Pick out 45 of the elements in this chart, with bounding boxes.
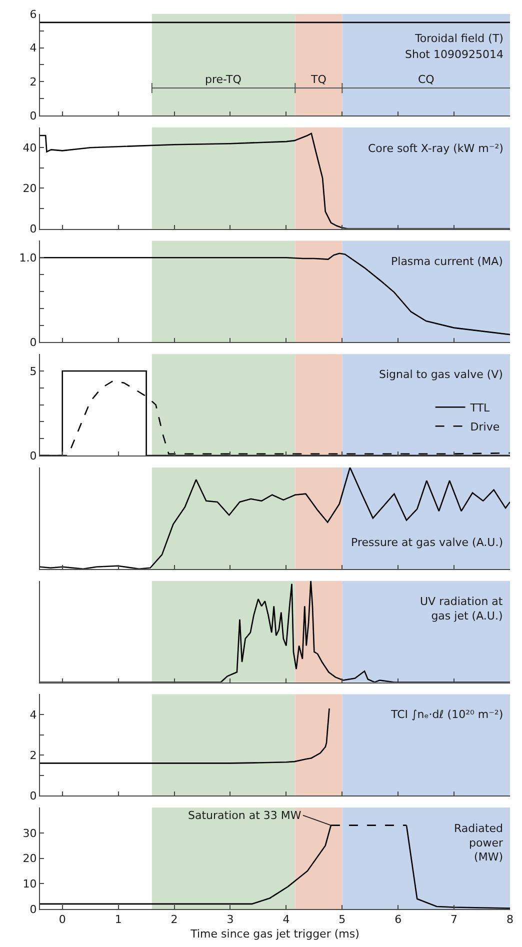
annotation: TCI ∫nₑ·dℓ (10²⁰ m⁻²) [390,708,504,721]
annotation: UV radiation at gas jet (A.U.) [420,595,504,622]
x-tick-label: 3 [226,913,234,926]
y-tick-label: 0 [30,222,37,236]
y-tick-label: 4 [30,708,37,722]
y-tick-label: 2 [30,748,37,762]
x-tick-label: 8 [506,913,514,926]
x-tick-label: 7 [450,913,458,926]
x-tick-label: 2 [170,913,178,926]
x-tick-label: 4 [282,913,290,926]
y-tick-label: 20 [22,852,37,866]
y-tick-label: 1.0 [19,251,37,264]
legend-label: Drive [470,420,500,434]
annotation: Radiated power (MW) [454,822,504,864]
annotation: Toroidal field (T) [414,32,504,45]
y-tick-label: 40 [22,142,37,155]
x-tick-label: 1 [114,913,122,926]
band-label: pre-TQ [205,73,242,86]
x-tick-label: 6 [394,913,402,926]
y-tick-label: 0 [30,336,37,350]
x-axis-title: Time since gas jet trigger (ms) [190,927,360,940]
band-label: TQ [310,73,327,86]
y-tick-label: 0 [30,109,37,122]
y-tick-label: 30 [22,826,37,840]
line-series [40,252,510,336]
y-tick-label: 5 [30,364,37,378]
y-tick-label: 4 [30,42,37,55]
annotation: Core soft X-ray (kW m⁻²) [368,142,504,155]
y-tick-label: 20 [22,182,37,196]
y-tick-label: 0 [30,902,37,916]
y-tick-label: 6 [30,8,37,21]
y-tick-label: 0 [30,449,37,462]
annotation: Saturation at 33 MW [188,809,302,822]
annotation: Signal to gas valve (V) [379,368,503,381]
x-tick-label: 5 [338,913,346,926]
x-tick-label: 0 [58,913,66,926]
y-tick-label: 2 [30,75,37,88]
y-tick-label: 10 [22,877,37,890]
line-series [40,708,330,764]
legend-label: TTL [469,401,491,414]
annotation: Plasma current (MA) [391,255,503,268]
y-tick-label: 0 [30,789,37,802]
annotation: Shot 1090925014 [405,48,504,61]
band-label: CQ [418,73,435,86]
annotation: Pressure at gas valve (A.U.) [351,536,504,549]
